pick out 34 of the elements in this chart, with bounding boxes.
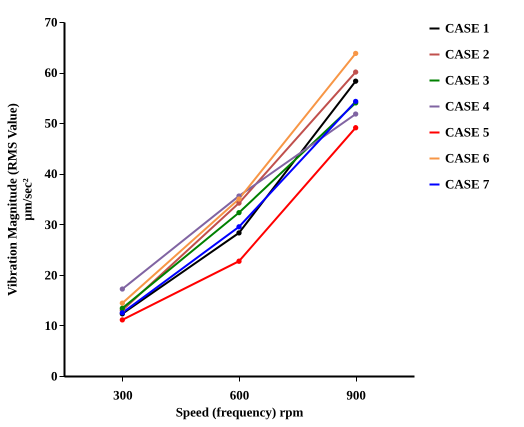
point: [353, 69, 358, 75]
x-tick-label: 300: [113, 388, 133, 402]
text: Vibration Magnitude (RMS Value): [4, 103, 20, 296]
legend-label: CASE 4: [445, 98, 490, 114]
point: [120, 317, 125, 323]
point: [120, 300, 125, 306]
legend-label: CASE 1: [445, 20, 490, 36]
point: [353, 78, 358, 84]
y-tick-label: 50: [44, 116, 58, 131]
legend-label: CASE 7: [445, 176, 490, 192]
legend-label: CASE 2: [445, 46, 490, 62]
y-tick-label: 20: [44, 267, 58, 282]
point: [236, 224, 242, 230]
x-axis-title: Speed (frequency) rpm: [176, 404, 304, 420]
point: [353, 125, 358, 130]
y-tick-label: 0: [51, 368, 58, 384]
point: [120, 286, 125, 292]
point: [236, 230, 242, 236]
legend-label: CASE 6: [445, 150, 490, 166]
point: [353, 50, 358, 56]
point: [236, 196, 242, 202]
y-tick-label: 10: [44, 318, 58, 333]
y-tick-label: 40: [44, 166, 58, 182]
point: [353, 111, 358, 117]
legend-label: CASE 5: [445, 124, 490, 140]
point: [236, 210, 242, 216]
text: µm/sec²: [20, 178, 34, 221]
x-tick-label: 600: [230, 388, 250, 402]
y-tick-label: 70: [44, 14, 58, 30]
y-tick-label: 30: [44, 216, 58, 232]
legend-label: CASE 3: [445, 72, 490, 88]
point: [236, 258, 242, 264]
y-tick-label: 60: [44, 65, 58, 80]
x-tick-label: 900: [346, 388, 366, 402]
